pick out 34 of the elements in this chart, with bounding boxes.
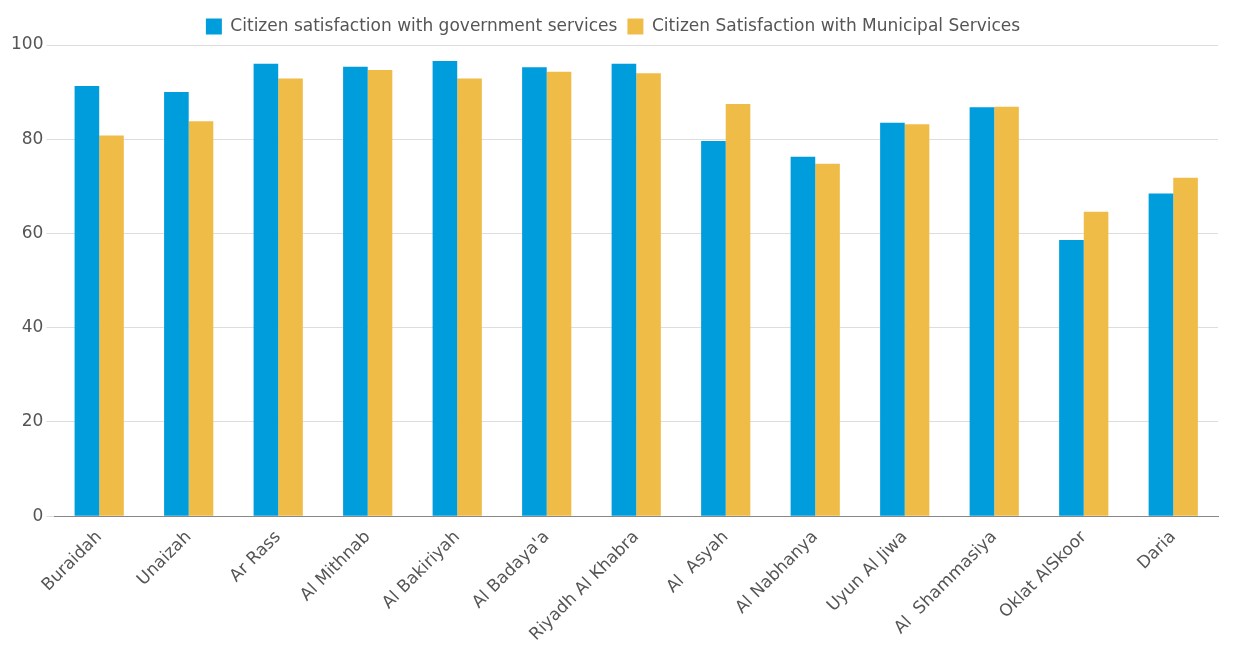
bar: [701, 141, 726, 516]
bar: [969, 107, 995, 516]
bar: [367, 69, 393, 516]
legend-label: Citizen satisfaction with government services: [230, 14, 618, 35]
bar: [188, 121, 214, 516]
bar: [253, 63, 279, 516]
bar: [546, 71, 572, 516]
bar: [994, 106, 1019, 516]
bar: [164, 92, 189, 516]
bar: [1173, 177, 1198, 516]
bar: [1083, 211, 1109, 516]
y-tick-label: 20: [21, 410, 44, 431]
bar: [278, 78, 303, 516]
y-tick-label: 100: [10, 33, 44, 54]
bar: [432, 61, 458, 516]
bar: [74, 85, 100, 516]
bar: [99, 135, 124, 516]
bar: [790, 156, 816, 516]
bar: [1148, 193, 1174, 516]
y-tick-label: 0: [32, 504, 44, 525]
bar: [522, 67, 547, 516]
bar: [815, 163, 840, 516]
bar: [343, 66, 368, 516]
y-tick-label: 60: [21, 221, 44, 242]
bar: [611, 63, 637, 516]
bar: [904, 124, 930, 516]
bar: [636, 73, 661, 516]
bar: [880, 122, 905, 516]
y-tick-label: 40: [21, 316, 44, 337]
bar: [1059, 240, 1084, 516]
legend-label: Citizen Satisfaction with Municipal Services: [651, 14, 1021, 35]
y-tick-label: 80: [21, 127, 44, 148]
bar: [725, 103, 751, 516]
bar: [457, 78, 482, 516]
